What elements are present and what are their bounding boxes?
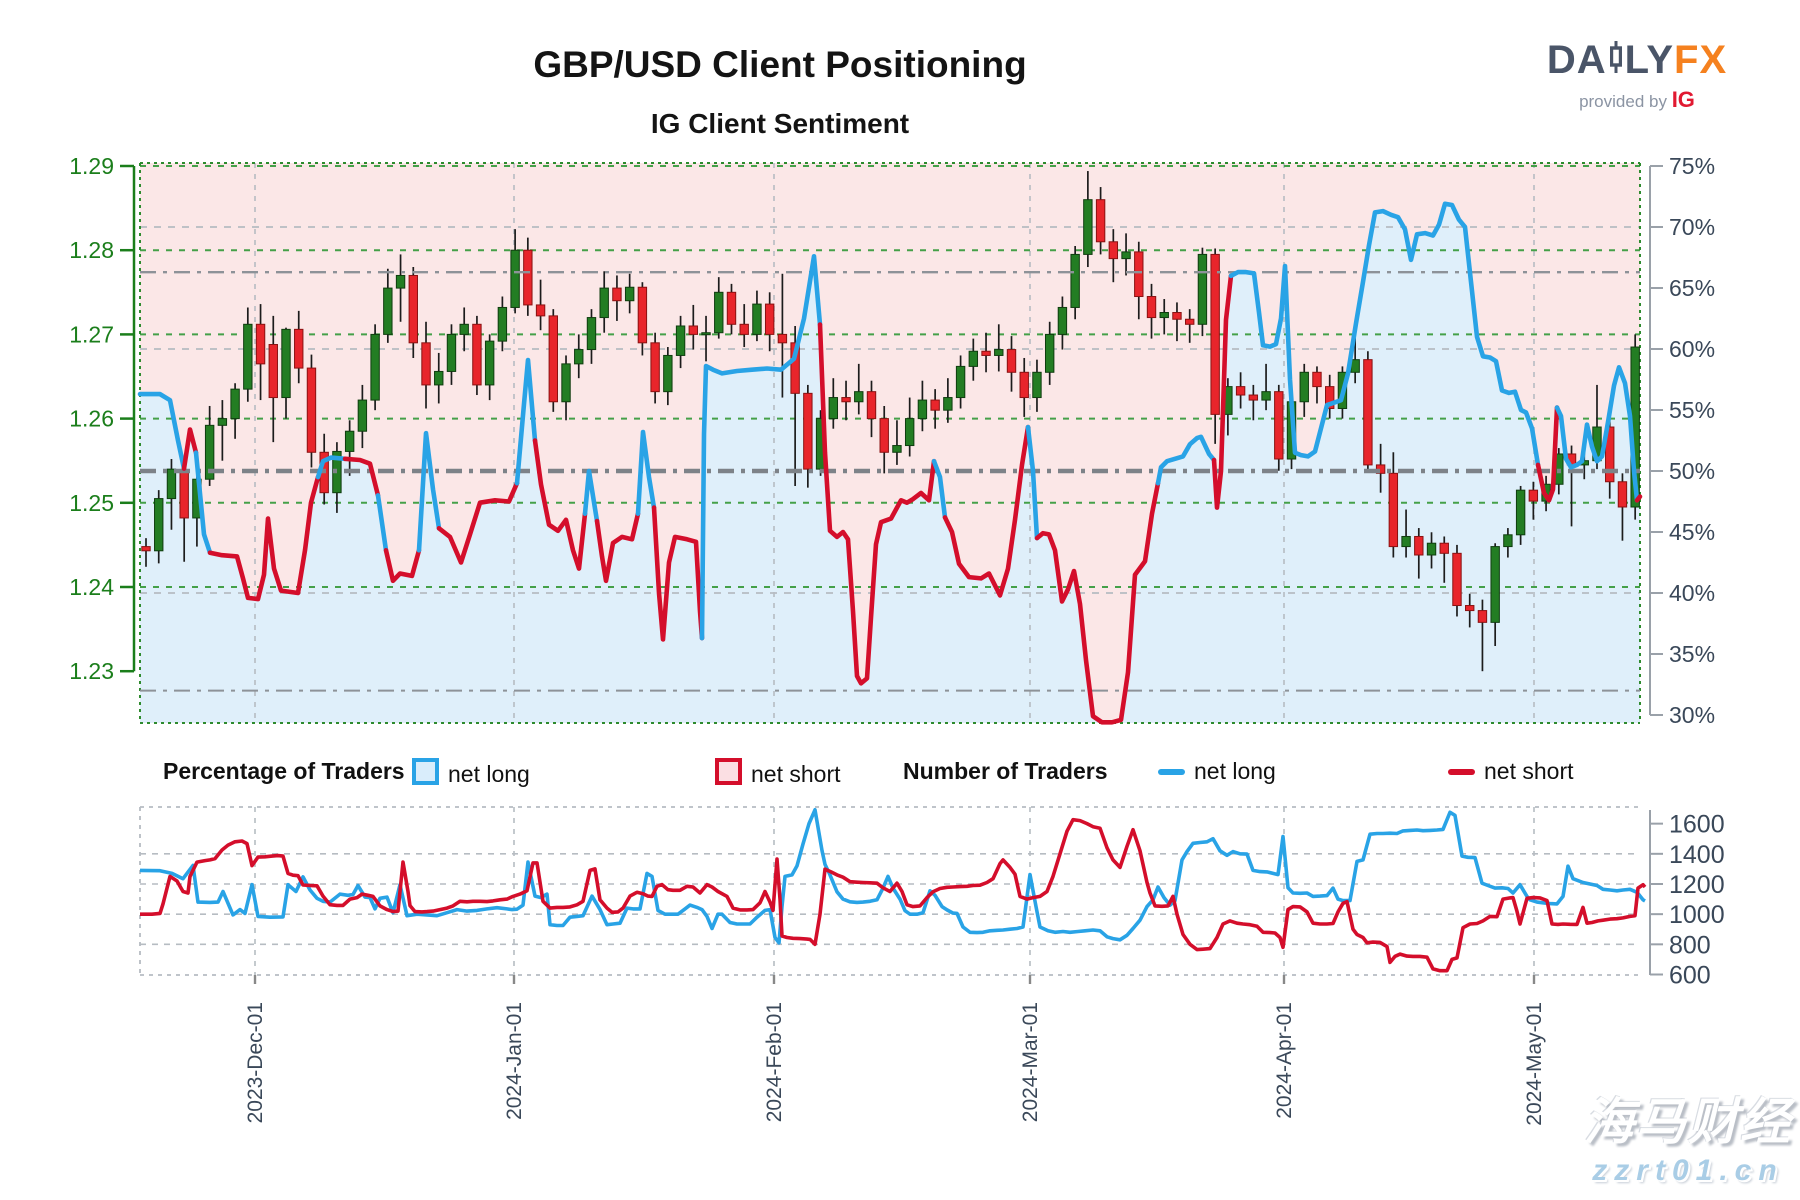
candlestick-icon	[1609, 38, 1622, 83]
provided-by-text: provided by	[1579, 92, 1667, 111]
svg-text:55%: 55%	[1669, 397, 1715, 423]
net-long-square-icon	[412, 758, 439, 785]
legend-num-header: Number of Traders	[903, 758, 1108, 784]
svg-text:65%: 65%	[1669, 275, 1715, 301]
svg-text:50%: 50%	[1669, 458, 1715, 484]
chart-legend: Percentage of Traders net long net short…	[0, 752, 1800, 796]
svg-text:1.26: 1.26	[69, 406, 114, 432]
legend-pct-net-long: net long	[412, 758, 530, 788]
svg-text:1.23: 1.23	[69, 658, 114, 684]
legend-num-net-long-label: net long	[1194, 758, 1276, 784]
candlesticks	[141, 171, 1640, 672]
svg-text:2024-Feb-01: 2024-Feb-01	[763, 1002, 786, 1122]
logo-text-da: DA	[1546, 38, 1607, 82]
svg-text:1200: 1200	[1669, 871, 1725, 899]
ig-logo: IG	[1671, 87, 1695, 112]
svg-text:45%: 45%	[1669, 519, 1715, 545]
svg-text:1.27: 1.27	[69, 321, 114, 347]
legend-pct-net-short-label: net short	[751, 761, 841, 787]
svg-text:35%: 35%	[1669, 641, 1715, 667]
main-axes: 1.23 1.24 1.25 1.26 1.27 1.28 1.29 30% 35% 40% 45%…	[69, 153, 1715, 728]
legend-num-net-short: net short	[1448, 758, 1574, 785]
svg-text:2024-Apr-01: 2024-Apr-01	[1273, 1002, 1296, 1119]
chart-title: IG Client Sentiment	[650, 108, 910, 139]
date-axis-labels: 2023-Dec-01 2024-Jan-01 2024-Feb-01 2024-Ma…	[244, 1002, 1546, 1126]
svg-text:1600: 1600	[1669, 811, 1725, 839]
legend-num-net-short-label: net short	[1484, 758, 1574, 784]
watermark-cn: 海马财经	[1584, 1094, 1792, 1150]
reference-lines	[140, 270, 1640, 692]
traders-net-long	[139, 808, 1646, 945]
logo-text-ly: LY	[1624, 38, 1675, 82]
legend-pct-net-short: net short	[715, 758, 841, 788]
svg-text:1000: 1000	[1669, 901, 1725, 929]
svg-text:1.29: 1.29	[69, 153, 114, 179]
svg-text:2024-May-01: 2024-May-01	[1523, 1002, 1546, 1126]
dailyfx-wordmark: DA LYFX	[1492, 38, 1782, 83]
svg-text:70%: 70%	[1669, 214, 1715, 240]
page-title: GBP/USD Client Positioning	[533, 44, 1027, 85]
dailyfx-logo: DA LYFX provided by IG	[1492, 38, 1782, 113]
svg-text:30%: 30%	[1669, 702, 1715, 728]
svg-text:1400: 1400	[1669, 841, 1725, 869]
svg-text:2024-Jan-01: 2024-Jan-01	[503, 1002, 526, 1120]
net-short-square-icon	[715, 758, 742, 785]
logo-provided-by: provided by IG	[1492, 87, 1782, 113]
svg-text:60%: 60%	[1669, 336, 1715, 362]
svg-text:40%: 40%	[1669, 580, 1715, 606]
svg-text:2024-Mar-01: 2024-Mar-01	[1019, 1002, 1042, 1122]
watermark-url: zzrt01.cn	[1592, 1154, 1784, 1187]
legend-pct-header: Percentage of Traders	[163, 758, 405, 784]
svg-text:1.25: 1.25	[69, 490, 114, 516]
svg-text:600: 600	[1669, 962, 1711, 990]
legend-num-net-long: net long	[1158, 758, 1276, 785]
svg-text:2023-Dec-01: 2023-Dec-01	[244, 1002, 267, 1123]
watermark: 海马财经 zzrt01.cn	[1584, 1082, 1792, 1188]
svg-text:800: 800	[1669, 931, 1711, 959]
net-short-line-icon	[1448, 769, 1475, 775]
logo-text-fx: FX	[1674, 38, 1728, 82]
svg-text:1.28: 1.28	[69, 237, 114, 263]
traders-net-short	[140, 817, 1647, 973]
svg-text:75%: 75%	[1669, 153, 1715, 179]
svg-text:1.24: 1.24	[69, 574, 114, 600]
legend-pct-net-long-label: net long	[448, 761, 530, 787]
sentiment-line	[137, 201, 1643, 725]
net-long-line-icon	[1158, 769, 1185, 775]
